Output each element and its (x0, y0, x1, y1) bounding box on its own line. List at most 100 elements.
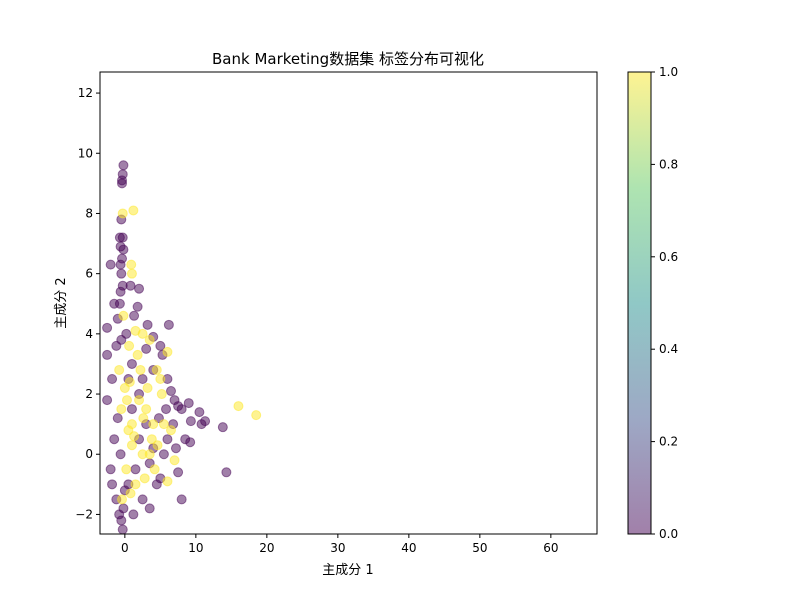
point-label-0 (117, 524, 128, 534)
point-label-1 (128, 205, 139, 216)
point-label-1 (138, 413, 149, 424)
chart-title: Bank Marketing数据集 标签分布可视化 (212, 50, 484, 68)
colorbar-tick-label: 0.0 (659, 527, 678, 541)
point-label-1 (162, 346, 173, 357)
point-label-1 (137, 328, 148, 339)
point-label-1 (142, 383, 153, 394)
point-label-1 (166, 425, 176, 436)
point-label-0 (128, 509, 139, 520)
point-label-0 (125, 280, 136, 291)
point-label-1 (233, 401, 244, 412)
y-tick-label: 6 (85, 267, 93, 281)
point-label-1 (126, 419, 137, 430)
point-label-1 (114, 364, 125, 375)
y-tick-label: −2 (75, 507, 93, 521)
point-label-0 (194, 407, 205, 418)
point-label-0 (115, 259, 126, 270)
colorbar-tick-label: 0.8 (659, 157, 678, 171)
point-label-1 (146, 434, 157, 445)
point-label-1 (144, 334, 155, 345)
point-label-1 (149, 464, 160, 475)
point-label-1 (126, 259, 137, 270)
point-label-0 (116, 268, 127, 279)
point-label-1 (135, 364, 146, 375)
colorbar: 0.0 0.2 0.4 0.6 0.8 1.0 (627, 65, 678, 541)
point-label-1 (169, 455, 180, 466)
colorbar-tick-label: 0.4 (659, 342, 678, 356)
point-label-0 (102, 349, 113, 360)
point-label-1 (156, 389, 167, 400)
point-label-0 (158, 449, 169, 460)
point-label-1 (132, 349, 143, 360)
point-label-0 (129, 310, 140, 321)
point-label-0 (109, 434, 120, 445)
point-label-0 (132, 301, 143, 312)
point-label-0 (137, 373, 148, 384)
point-label-0 (137, 494, 148, 505)
point-label-0 (121, 328, 132, 339)
x-tick-label: 20 (259, 541, 274, 555)
plot-frame (99, 71, 598, 535)
colorbar-ticks: 0.0 0.2 0.4 0.6 0.8 1.0 (651, 65, 678, 541)
point-label-0 (115, 286, 126, 297)
point-label-0 (217, 422, 228, 433)
point-label-0 (105, 464, 116, 475)
point-label-0 (107, 479, 118, 490)
point-label-0 (221, 467, 232, 478)
y-axis-title: 主成分 2 (54, 277, 69, 328)
y-tick-label: 0 (85, 447, 93, 461)
point-label-1 (118, 310, 129, 321)
point-label-0 (112, 413, 123, 424)
point-label-0 (170, 443, 181, 454)
point-label-0 (134, 283, 145, 294)
point-label-1 (155, 373, 166, 384)
point-label-0 (117, 178, 128, 189)
point-label-0 (161, 404, 172, 415)
point-label-0 (118, 244, 129, 255)
point-label-1 (141, 404, 152, 415)
point-label-0 (183, 398, 194, 409)
point-label-0 (141, 343, 152, 354)
colorbar-gradient (628, 72, 651, 534)
point-label-0 (185, 437, 196, 448)
colorbar-tick-label: 0.6 (659, 250, 678, 264)
point-label-0 (126, 358, 137, 369)
point-label-1 (117, 494, 128, 505)
y-tick-label: 12 (78, 86, 93, 100)
data-points (102, 160, 262, 534)
point-label-1 (144, 449, 155, 460)
point-label-1 (152, 440, 163, 451)
point-label-0 (163, 319, 174, 330)
point-label-0 (102, 395, 113, 406)
y-axis-ticks: −2 0 2 4 6 8 10 12 (75, 86, 100, 521)
point-label-0 (176, 404, 187, 415)
point-label-1 (251, 410, 262, 421)
x-tick-label: 10 (188, 541, 203, 555)
point-label-0 (130, 464, 141, 475)
point-label-0 (118, 160, 129, 171)
point-label-0 (109, 298, 120, 309)
point-label-0 (126, 404, 137, 415)
point-label-1 (117, 208, 128, 219)
point-label-0 (185, 416, 196, 427)
colorbar-frame (627, 71, 652, 535)
point-label-0 (166, 386, 176, 397)
point-label-0 (144, 503, 155, 514)
colorbar-tick-label: 0.2 (659, 435, 678, 449)
point-label-0 (155, 340, 166, 351)
point-label-1 (124, 340, 135, 351)
x-tick-label: 60 (543, 541, 558, 555)
point-label-0 (142, 319, 153, 330)
x-tick-label: 40 (401, 541, 416, 555)
x-tick-label: 0 (121, 541, 129, 555)
point-label-1 (125, 488, 136, 499)
point-label-1 (116, 404, 127, 415)
x-tick-label: 50 (472, 541, 487, 555)
y-tick-label: 8 (85, 206, 93, 220)
point-label-0 (107, 373, 118, 384)
point-label-1 (134, 395, 145, 406)
point-label-0 (118, 503, 129, 514)
point-label-1 (126, 268, 137, 279)
x-tick-label: 30 (330, 541, 345, 555)
